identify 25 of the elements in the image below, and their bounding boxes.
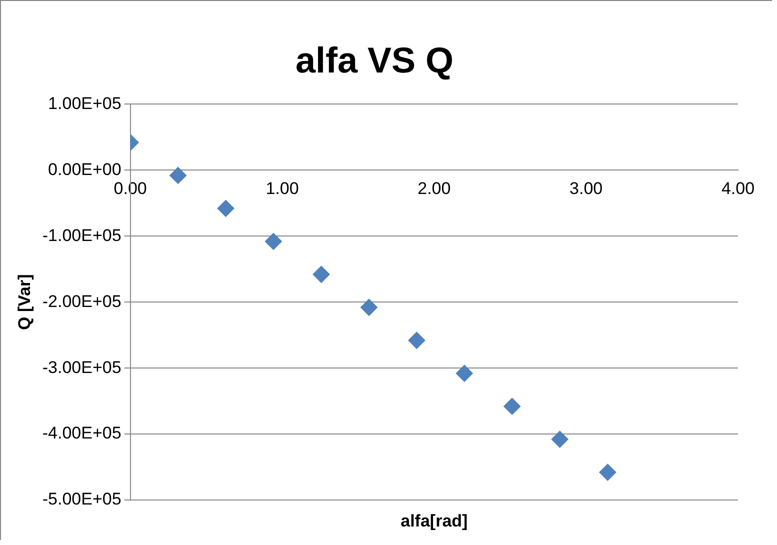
x-tick-label: 3.00	[570, 179, 603, 198]
point	[170, 166, 187, 184]
point	[360, 298, 378, 316]
point	[408, 332, 426, 349]
point	[312, 266, 330, 283]
x-tick-label: 4.00	[721, 179, 755, 198]
x-tick-label: 0.00	[114, 179, 147, 198]
y-tick-label: -2.00E+05	[42, 292, 122, 311]
y-tick-label: -3.00E+05	[42, 358, 122, 377]
x-axis-title: alfa[rad]	[400, 512, 468, 531]
point	[504, 398, 521, 415]
point	[456, 364, 473, 382]
x-tick-label: 2.00	[418, 179, 451, 198]
point	[264, 232, 282, 250]
x-tick-label: 1.00	[266, 179, 299, 198]
y-axis-title: Q [Var]	[14, 274, 34, 330]
y-tick-label: -1.00E+05	[42, 226, 122, 245]
y-tick-label: -5.00E+05	[42, 490, 122, 509]
chart-title: alfa VS Q	[295, 40, 454, 81]
y-tick-label: 1.00E+05	[48, 94, 122, 113]
point	[217, 200, 234, 217]
y-tick-label: 0.00E+00	[48, 160, 122, 179]
y-tick-label: -4.00E+05	[42, 424, 122, 443]
point	[551, 430, 568, 448]
point	[599, 464, 616, 481]
